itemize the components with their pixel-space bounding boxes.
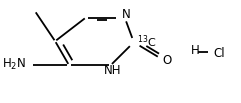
Text: O: O — [162, 54, 172, 67]
Text: H$_2$N: H$_2$N — [2, 57, 27, 72]
Text: N: N — [121, 8, 130, 21]
Text: H: H — [191, 44, 200, 57]
Text: $^{13}$C: $^{13}$C — [137, 33, 157, 50]
Text: Cl: Cl — [214, 47, 225, 60]
Text: NH: NH — [103, 64, 121, 77]
